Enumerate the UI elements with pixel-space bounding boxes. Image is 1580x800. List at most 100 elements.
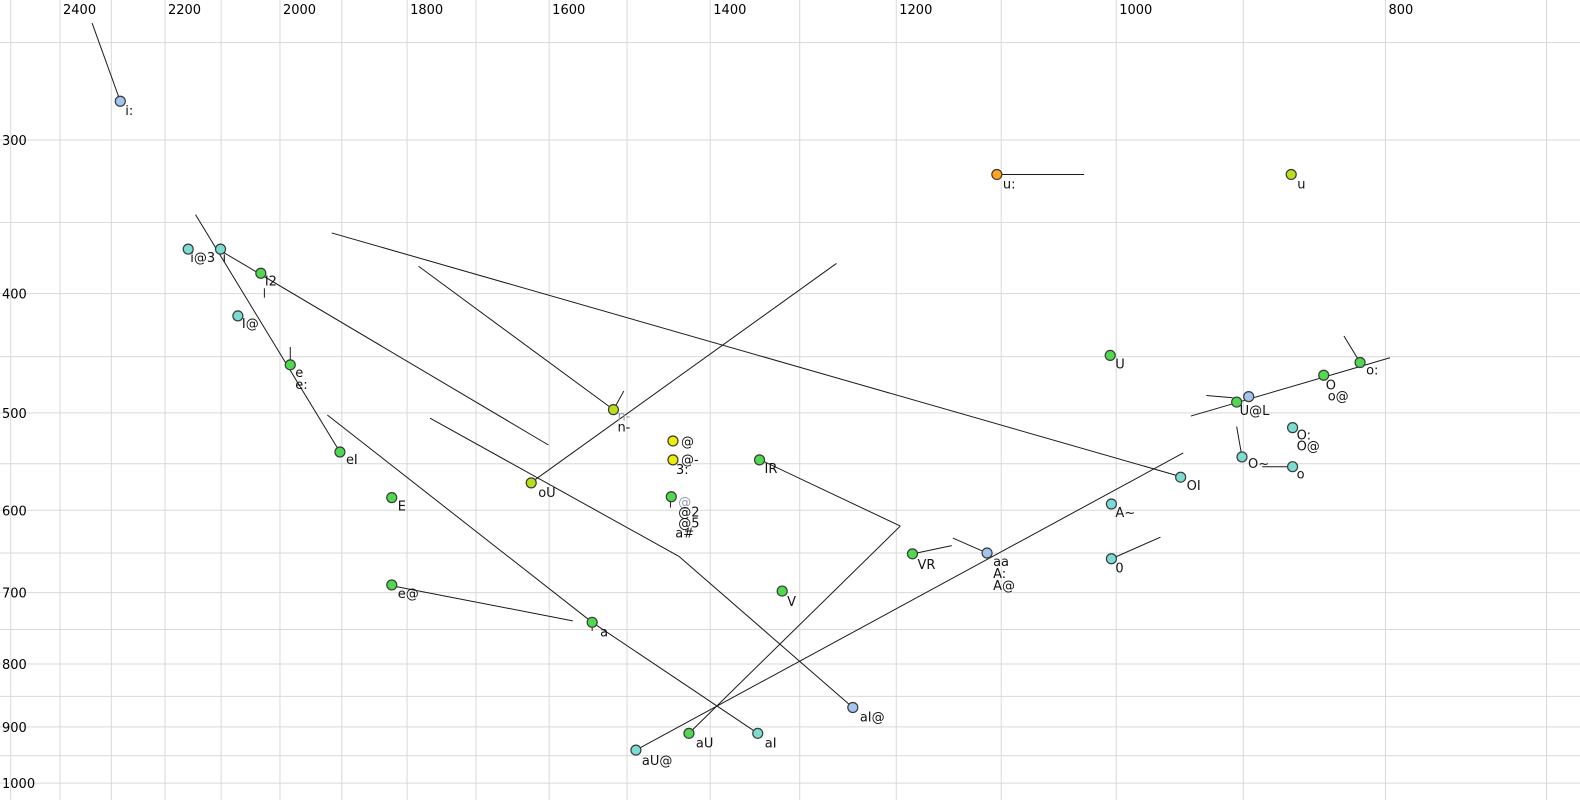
vowel-point-IR[interactable] [753, 454, 766, 466]
vowel-label-0: 0 [1115, 562, 1123, 577]
vowel-point-n-[interactable] [607, 404, 620, 416]
vowel-point-A~[interactable] [1105, 498, 1118, 510]
vowel-point-aa[interactable] [981, 547, 993, 559]
vowel-label-oU: oU [538, 486, 555, 501]
trajectory-line [678, 555, 854, 708]
y-axis-tick: 600 [2, 504, 27, 519]
vowel-point-O~[interactable] [1236, 451, 1248, 463]
vowel-point-@[interactable] [667, 435, 679, 447]
x-axis-tick: 1200 [899, 3, 932, 18]
vowel-point-I2[interactable] [255, 267, 267, 279]
vowel-label-aI: aI [765, 736, 777, 751]
y-axis-tick: 900 [2, 721, 27, 736]
vowel-point-unlabeled[interactable] [1243, 391, 1255, 403]
x-axis-tick: 800 [1388, 3, 1413, 18]
vowel-point-O:[interactable] [1286, 422, 1299, 434]
vowel-label-@-: @- [681, 453, 699, 468]
x-axis-tick: 2000 [283, 3, 316, 18]
y-axis-tick: 500 [2, 407, 27, 422]
trajectory-line [1111, 536, 1161, 560]
vowel-label-IR: IR [765, 462, 778, 477]
vowel-label-A:: A: [993, 567, 1006, 582]
vowel-label-n-: n- [617, 421, 630, 436]
vowel-label-i@3: i@3 [190, 251, 215, 266]
trajectory-line [331, 232, 1180, 477]
vowel-point-i[interactable] [214, 243, 227, 255]
vowel-label-aU@: aU@ [642, 754, 672, 769]
vowel-points [114, 95, 1366, 756]
vowel-label-aI@: aI@ [860, 711, 885, 726]
vowel-label-U@L: U@L [1240, 404, 1271, 419]
vowel-point-OI[interactable] [1175, 471, 1187, 483]
vowel-label-o: o [1297, 468, 1305, 483]
vowel-label-I@: I@ [242, 317, 259, 332]
x-axis-tick: 2400 [63, 3, 96, 18]
trajectory-line [1190, 357, 1391, 417]
vowel-point-u[interactable] [1285, 168, 1297, 181]
y-axis-tick: 1000 [2, 777, 35, 792]
trajectory-line [531, 263, 837, 483]
vowel-label-@5: @5 [678, 517, 699, 532]
vowel-label-aa: aa [993, 555, 1009, 570]
vowel-point-e[interactable] [284, 359, 296, 371]
vowel-label-n-: n- [617, 410, 630, 425]
vowel-label-e:: e: [295, 378, 307, 393]
vowel-label-V: V [787, 595, 796, 610]
trajectory-line [418, 265, 614, 411]
vowel-label-o:: o: [1366, 363, 1378, 378]
vowel-label-I2: I2 [265, 274, 277, 289]
vowel-point-e@[interactable] [386, 579, 398, 591]
axis-tick-labels: 2400 2200 2000 1800 1600 1400 1200 1000 800 300 40… [2, 3, 1413, 792]
vowel-point-U[interactable] [1104, 349, 1116, 362]
vowel-label-a#: a# [675, 527, 694, 542]
trajectory-line [760, 459, 901, 527]
vowel-label-@2: @2 [678, 506, 699, 521]
vowel-label-O:: O: [1297, 429, 1311, 444]
vowel-point-aU@[interactable] [630, 744, 642, 756]
vowel-point-O[interactable] [1318, 369, 1330, 381]
vowel-label-U: U [1115, 357, 1125, 372]
vowel-point-I@[interactable] [232, 310, 244, 322]
vowel-label-3:: 3: [676, 463, 689, 478]
trajectory-line [688, 525, 901, 734]
vowel-point-a[interactable] [586, 616, 598, 628]
vowel-label-i:: i: [125, 104, 133, 119]
y-axis-tick: 700 [2, 587, 27, 602]
vowel-point-U@L[interactable] [1231, 396, 1243, 408]
vowel-label-O: O [1326, 378, 1336, 393]
vowel-label-o@: o@ [1328, 389, 1349, 404]
vowel-point-aU[interactable] [683, 727, 695, 739]
vowel-point-@2[interactable] [665, 491, 677, 503]
y-axis-tick: 300 [2, 134, 27, 149]
vowel-point-o:[interactable] [1354, 356, 1366, 369]
vowel-point-oU[interactable] [525, 477, 537, 489]
vowel-point-i:[interactable] [114, 95, 126, 107]
vowel-point-o[interactable] [1286, 461, 1299, 473]
x-axis-tick: 1000 [1119, 3, 1152, 18]
vowel-label-@: @ [678, 496, 691, 511]
trajectory-line [391, 585, 573, 622]
trajectory-line [91, 22, 121, 102]
vowel-label-eI: eI [346, 453, 358, 468]
vowel-label-VR: VR [917, 558, 935, 573]
vowel-label-aU: aU [696, 736, 713, 751]
x-axis-tick: 1800 [410, 3, 443, 18]
vowel-label-e: e [295, 366, 303, 381]
vowel-point-eI[interactable] [334, 446, 346, 458]
x-axis-tick: 2200 [168, 3, 201, 18]
vowel-point-@-[interactable] [667, 454, 679, 466]
vowel-label-e@: e@ [398, 587, 419, 602]
vowel-label-@: @ [681, 435, 694, 450]
vowel-point-0[interactable] [1105, 553, 1118, 565]
vowel-point-i@3[interactable] [182, 243, 194, 255]
vowel-point-aI[interactable] [752, 727, 764, 739]
vowel-point-E[interactable] [386, 492, 398, 504]
vowel-point-VR[interactable] [906, 548, 919, 560]
vowel-point-u:[interactable] [991, 168, 1003, 181]
vowel-point-V[interactable] [776, 585, 788, 597]
vowel-point-aI@[interactable] [847, 701, 859, 714]
vowel-label-A~: A~ [1115, 506, 1135, 521]
